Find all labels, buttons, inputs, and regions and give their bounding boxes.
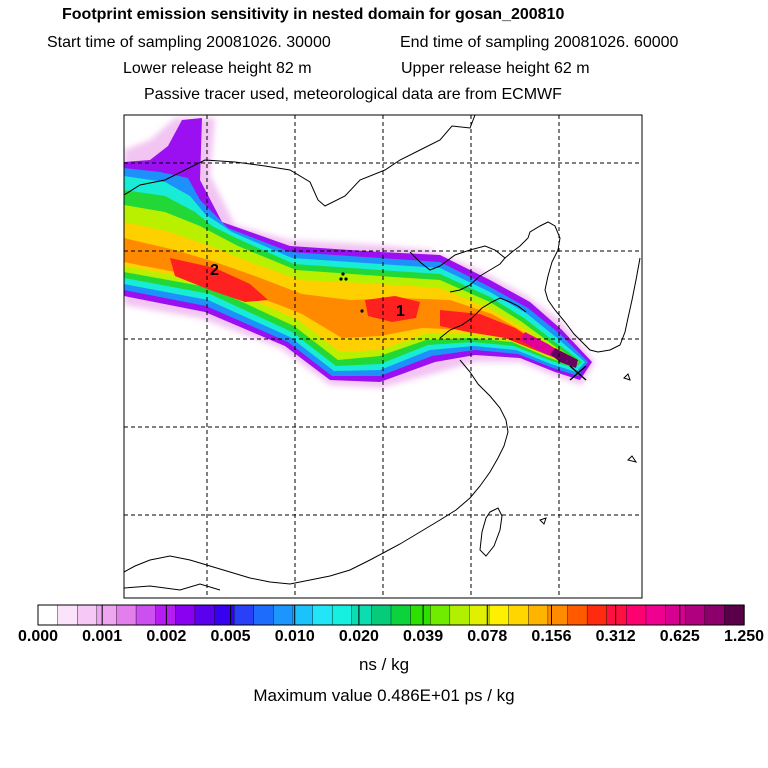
colorbar-cell xyxy=(665,604,686,626)
plume-red-2 xyxy=(365,296,420,322)
colorbar-cell xyxy=(273,604,294,626)
colorbar-cell xyxy=(567,604,588,626)
korea-coast xyxy=(504,221,641,353)
colorbar-tick-label: 0.000 xyxy=(17,628,59,645)
colorbar-tick-label: 0.625 xyxy=(659,628,700,645)
point-markers: 1 2 xyxy=(210,262,587,381)
colorbar-cell xyxy=(469,604,490,626)
plot-title: Footprint emission sensitivity in nested… xyxy=(62,6,565,23)
colorbar-cell xyxy=(606,604,628,626)
colorbar-major-dividers xyxy=(101,605,681,625)
footprint-map: 1 2 xyxy=(123,114,643,599)
coastlines xyxy=(124,115,641,591)
colorbar-cell xyxy=(449,604,471,626)
colorbar-cell xyxy=(96,604,118,626)
colorbar-cell xyxy=(351,604,373,626)
plume-darkpurple xyxy=(550,348,578,368)
colorbar-unit: ns / kg xyxy=(358,655,410,674)
start-sampling-text: Start time of sampling 20081026. 30000 xyxy=(47,34,331,51)
point-dot xyxy=(344,277,348,281)
colorbar-tick-label: 0.078 xyxy=(467,628,508,645)
colorbar-cell xyxy=(645,604,667,626)
colorbar-tick-label: 0.002 xyxy=(146,628,187,645)
point-dot xyxy=(360,309,364,313)
china-east-coast xyxy=(124,359,509,585)
colorbar-cell xyxy=(371,604,392,626)
colorbar-cell xyxy=(430,604,451,626)
point-dot xyxy=(341,272,345,276)
colorbar-cell xyxy=(586,604,608,626)
plume-orange xyxy=(124,238,575,362)
colorbar-cell xyxy=(508,604,529,626)
shandong-coast xyxy=(439,297,527,339)
colorbar-cell xyxy=(331,604,353,626)
colorbar-cell xyxy=(233,604,255,626)
colorbar-cell xyxy=(155,604,176,626)
colorbar-tick-label: 0.001 xyxy=(82,628,123,645)
colorbar-cell xyxy=(390,604,412,626)
colorbar-cell xyxy=(547,604,569,626)
upper-release-text: Upper release height 62 m xyxy=(401,60,590,77)
map-frame xyxy=(123,114,643,599)
colorbar-cell xyxy=(214,604,235,626)
colorbar-cell xyxy=(704,604,726,626)
colorbar-cell xyxy=(194,604,216,626)
colorbar-cell xyxy=(175,604,196,626)
small-island-1 xyxy=(627,455,638,463)
end-sampling-text: End time of sampling 20081026. 60000 xyxy=(400,34,679,51)
colorbar-cells xyxy=(37,604,745,626)
receptor-x-marker xyxy=(569,365,587,381)
colorbar-cell xyxy=(410,604,431,626)
point-label-1: 1 xyxy=(396,303,405,320)
graticule xyxy=(124,115,642,598)
colorbar-cell xyxy=(116,604,137,626)
colorbar-tick-label: 0.020 xyxy=(338,628,379,645)
colorbar-cell xyxy=(77,604,98,626)
bohai-coast xyxy=(409,245,506,293)
point-dot xyxy=(339,277,343,281)
point-label-2: 2 xyxy=(210,262,219,279)
colorbar-cell xyxy=(488,604,510,626)
colorbar-cell xyxy=(626,604,647,626)
small-island-3 xyxy=(539,517,547,525)
colorbar-tick-label: 0.156 xyxy=(531,628,572,645)
colorbar-tick-label: 0.010 xyxy=(274,628,315,645)
colorbar-cell xyxy=(37,604,59,626)
colorbar-tick-label: 1.250 xyxy=(723,628,765,645)
colorbar-cell xyxy=(684,604,706,626)
colorbar-cell xyxy=(528,604,549,626)
taiwan-island xyxy=(479,507,503,557)
colorbar-cell xyxy=(57,604,78,626)
lower-release-text: Lower release height 82 m xyxy=(123,60,312,77)
tracer-info-text: Passive tracer used, meteorological data… xyxy=(144,86,562,103)
maximum-value-text: Maximum value 0.486E+01 ps / kg xyxy=(253,686,515,705)
colorbar-cell xyxy=(724,604,745,626)
colorbar-cell xyxy=(312,604,333,626)
colorbar-frame xyxy=(37,604,745,626)
colorbar-tick-label: 0.312 xyxy=(595,628,636,645)
colorbar-tick-label: 0.039 xyxy=(403,628,444,645)
colorbar xyxy=(37,604,745,626)
northern-border-line xyxy=(124,115,476,207)
colorbar-cell xyxy=(253,604,275,626)
colorbar-cell xyxy=(135,604,157,626)
small-island-2 xyxy=(623,373,631,381)
colorbar-tick-label: 0.005 xyxy=(210,628,251,645)
colorbar-cell xyxy=(292,604,314,626)
plume-red xyxy=(170,258,268,302)
